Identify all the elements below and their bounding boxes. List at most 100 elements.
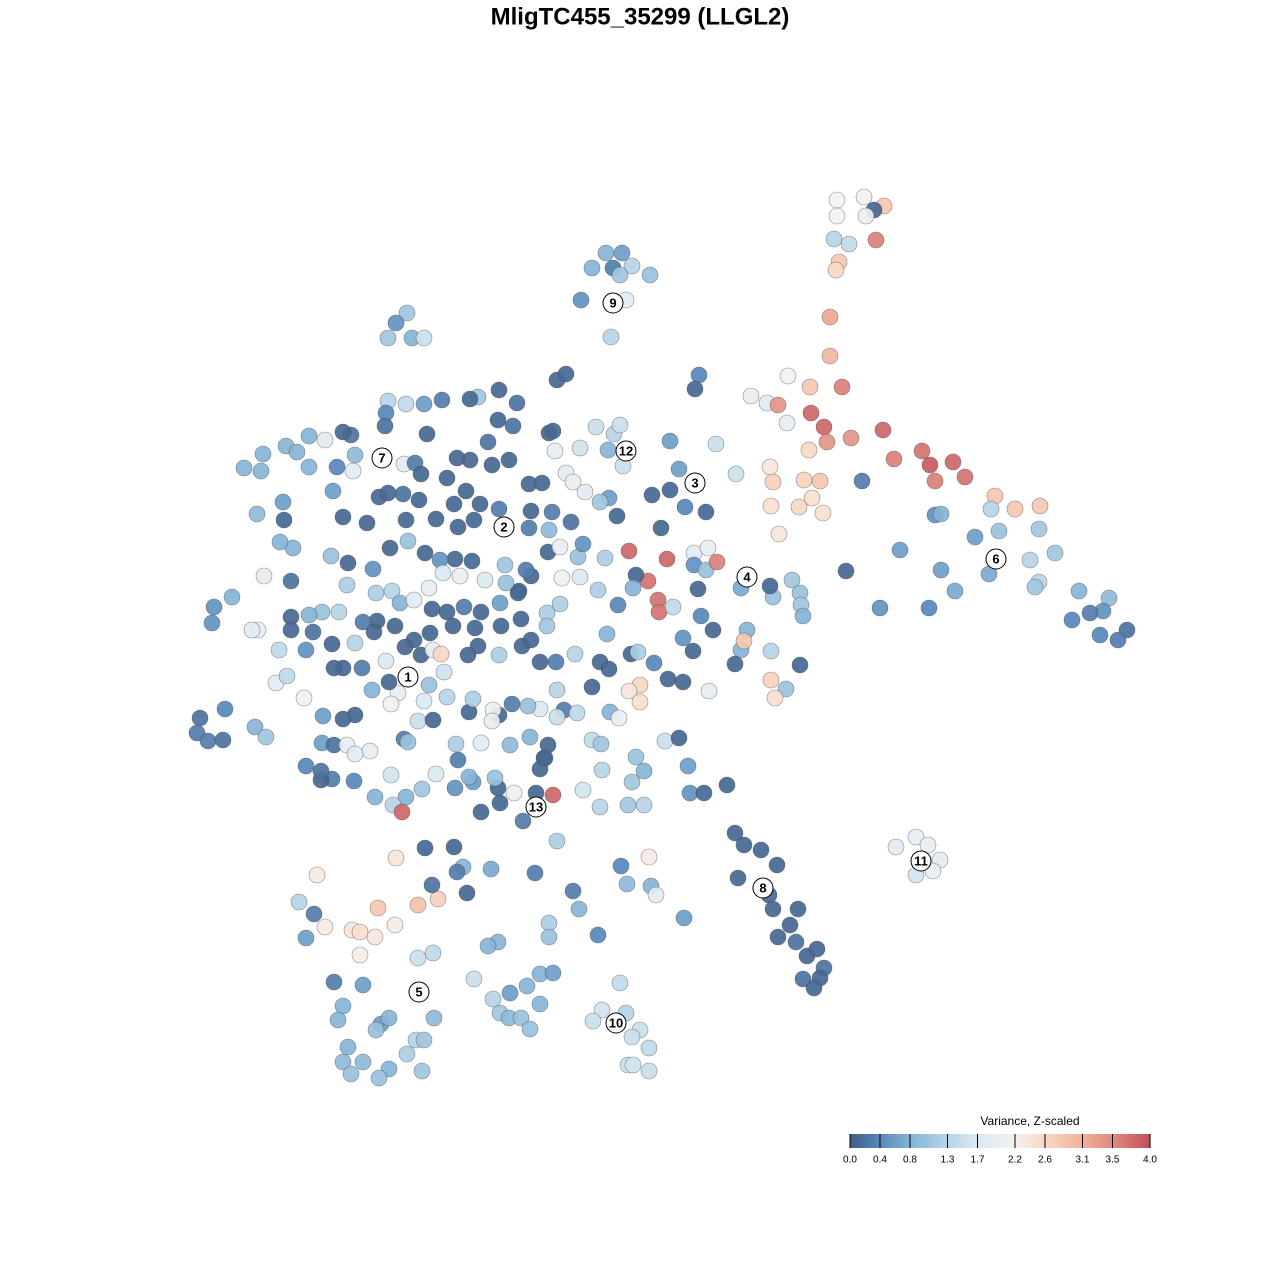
point	[316, 431, 334, 449]
point	[574, 781, 592, 799]
point	[323, 635, 341, 653]
point	[531, 653, 549, 671]
point	[635, 796, 653, 814]
point	[203, 614, 221, 632]
point	[543, 503, 561, 521]
colorbar	[850, 1134, 1150, 1148]
point	[656, 732, 674, 750]
point	[379, 329, 397, 347]
point	[460, 768, 478, 786]
point	[613, 244, 631, 262]
point	[420, 579, 438, 597]
point	[420, 676, 438, 694]
point	[522, 631, 540, 649]
point	[670, 729, 688, 747]
point	[919, 836, 937, 854]
point	[409, 712, 427, 730]
cluster-label-text: 4	[743, 569, 751, 584]
point	[781, 916, 799, 934]
point	[512, 610, 530, 628]
point	[316, 918, 334, 936]
point	[593, 761, 611, 779]
point	[438, 688, 456, 706]
point	[314, 707, 332, 725]
point	[339, 1038, 357, 1056]
point	[393, 803, 411, 821]
point	[611, 974, 629, 992]
point	[566, 645, 584, 663]
cluster-label: 12	[615, 440, 637, 462]
point	[645, 654, 663, 672]
cluster-label-text: 8	[759, 880, 766, 895]
point	[472, 803, 490, 821]
point	[762, 671, 780, 689]
cluster-label: 5	[408, 981, 430, 1003]
point	[783, 571, 801, 589]
point	[885, 450, 903, 468]
point	[871, 599, 889, 617]
cluster-label: 8	[752, 877, 774, 899]
point	[427, 510, 445, 528]
point	[397, 511, 415, 529]
point	[1026, 578, 1044, 596]
point	[434, 564, 452, 582]
point	[463, 552, 481, 570]
colorbar-tick-label: 0.0	[843, 1155, 857, 1166]
point	[521, 728, 539, 746]
point	[791, 656, 809, 674]
point	[457, 482, 475, 500]
point	[435, 663, 453, 681]
point	[386, 617, 404, 635]
cluster-badge	[736, 566, 758, 588]
point	[438, 603, 456, 621]
point	[815, 418, 833, 436]
point	[891, 541, 909, 559]
point	[620, 682, 638, 700]
point	[779, 367, 797, 385]
point	[449, 518, 467, 536]
point	[652, 519, 670, 537]
point	[690, 366, 708, 384]
cluster-label: 1	[397, 666, 419, 688]
point	[235, 459, 253, 477]
point	[387, 314, 405, 332]
point	[553, 569, 571, 587]
point	[491, 794, 509, 812]
point	[308, 866, 326, 884]
point	[214, 731, 232, 749]
point	[697, 503, 715, 521]
cluster-label: 2	[493, 516, 515, 538]
point	[611, 416, 629, 434]
point	[874, 421, 892, 439]
point	[399, 733, 417, 751]
point	[618, 875, 636, 893]
point	[674, 673, 692, 691]
point	[387, 849, 405, 867]
colorbar-tick-label: 0.4	[873, 1155, 887, 1166]
point	[418, 425, 436, 443]
point	[598, 625, 616, 643]
point	[257, 728, 275, 746]
point	[602, 328, 620, 346]
cluster-label-text: 5	[415, 984, 422, 999]
point	[339, 554, 357, 572]
point	[620, 542, 638, 560]
point	[415, 329, 433, 347]
point	[483, 712, 501, 730]
cluster-label-text: 7	[378, 450, 385, 465]
point	[346, 745, 364, 763]
point	[425, 1009, 443, 1027]
point	[821, 347, 839, 365]
point	[544, 964, 562, 982]
cluster-label-text: 11	[914, 853, 928, 868]
point	[811, 472, 829, 490]
point	[458, 884, 476, 902]
point	[629, 643, 647, 661]
point	[379, 484, 397, 502]
point	[635, 762, 653, 780]
point	[623, 773, 641, 791]
point	[589, 581, 607, 599]
point	[867, 231, 885, 249]
point	[583, 259, 601, 277]
point	[643, 486, 661, 504]
